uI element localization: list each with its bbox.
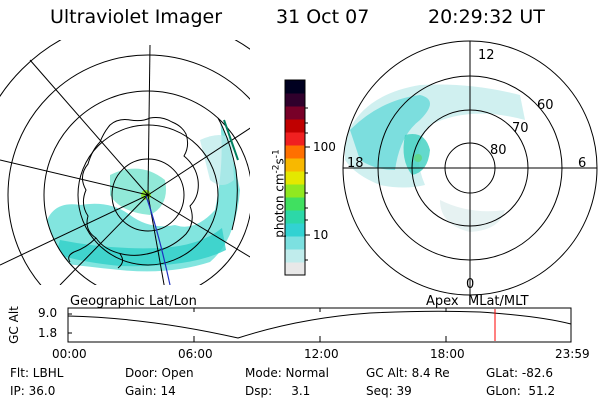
mlat-label-60: 60 xyxy=(537,98,554,113)
alt-xtick-1200: 12:00 xyxy=(304,347,339,361)
colorbar-band xyxy=(285,158,305,172)
colorbar-tick-100: 100 xyxy=(313,140,336,154)
info-seq: Seq: 39 xyxy=(366,384,412,398)
colorbar-band xyxy=(285,145,305,159)
mlat-label-70: 70 xyxy=(512,121,529,136)
colorbar-band xyxy=(285,249,305,263)
mlat-mlt-caption: MLat/MLT xyxy=(468,294,529,309)
alt-ytick-1-8: 1.8 xyxy=(38,326,58,340)
info-door: Door: Open xyxy=(125,366,194,380)
alt-xtick-2359: 23:59 xyxy=(555,347,590,361)
info-gain: Gain: 14 xyxy=(125,384,176,398)
antarctica-coastline xyxy=(82,117,199,256)
colorbar-band xyxy=(285,223,305,237)
header-date: 31 Oct 07 xyxy=(276,6,370,28)
info-glon: GLon: 51.2 xyxy=(486,384,556,398)
info-mode: Mode: Normal xyxy=(245,366,329,380)
mlt-label-0: 0 xyxy=(466,277,475,292)
ground-track xyxy=(145,195,171,285)
aurora-emission xyxy=(44,120,240,272)
colorbar-band xyxy=(285,197,305,211)
alt-xtick-1800: 18:00 xyxy=(430,347,465,361)
mlt-label-6: 6 xyxy=(578,156,587,171)
info-dsp: Dsp: 3.1 xyxy=(245,384,311,398)
header-time: 20:29:32 UT xyxy=(428,6,545,28)
colorbar-band xyxy=(285,210,305,224)
mlt-label-18: 18 xyxy=(347,156,364,171)
geographic-caption: Geographic Lat/Lon xyxy=(70,294,197,309)
alt-ytick-9: 9.0 xyxy=(38,306,58,320)
colorbar-ticks xyxy=(305,107,310,261)
apex-caption: Apex xyxy=(426,294,459,309)
colorbar-band xyxy=(285,171,305,185)
colorbar-band xyxy=(285,119,305,133)
colorbar-band xyxy=(285,262,305,276)
info-glat: GLat: -82.6 xyxy=(486,366,553,380)
info-gc-alt: GC Alt: 8.4 Re xyxy=(366,366,450,380)
colorbar-gradient xyxy=(284,79,306,276)
colorbar-band xyxy=(285,93,305,107)
colorbar-band xyxy=(285,132,305,146)
alt-xtick-0000: 00:00 xyxy=(52,347,87,361)
colorbar-band xyxy=(285,236,305,250)
mlt-label-12: 12 xyxy=(478,48,495,63)
instrument-title: Ultraviolet Imager xyxy=(50,6,223,28)
colorbar-band xyxy=(285,184,305,198)
colorbar-tick-10: 10 xyxy=(313,228,329,242)
alt-xtick-0600: 06:00 xyxy=(178,347,213,361)
map-graticule xyxy=(0,40,250,285)
mlat-label-80: 80 xyxy=(490,143,507,158)
polar-emission xyxy=(345,84,525,232)
colorbar xyxy=(284,79,306,276)
colorbar-band xyxy=(285,80,305,94)
colorbar-border xyxy=(284,79,306,276)
altitude-curve xyxy=(67,310,572,339)
info-filter: Flt: LBHL xyxy=(10,366,64,380)
colorbar-band xyxy=(285,106,305,120)
info-ip: IP: 36.0 xyxy=(10,384,56,398)
